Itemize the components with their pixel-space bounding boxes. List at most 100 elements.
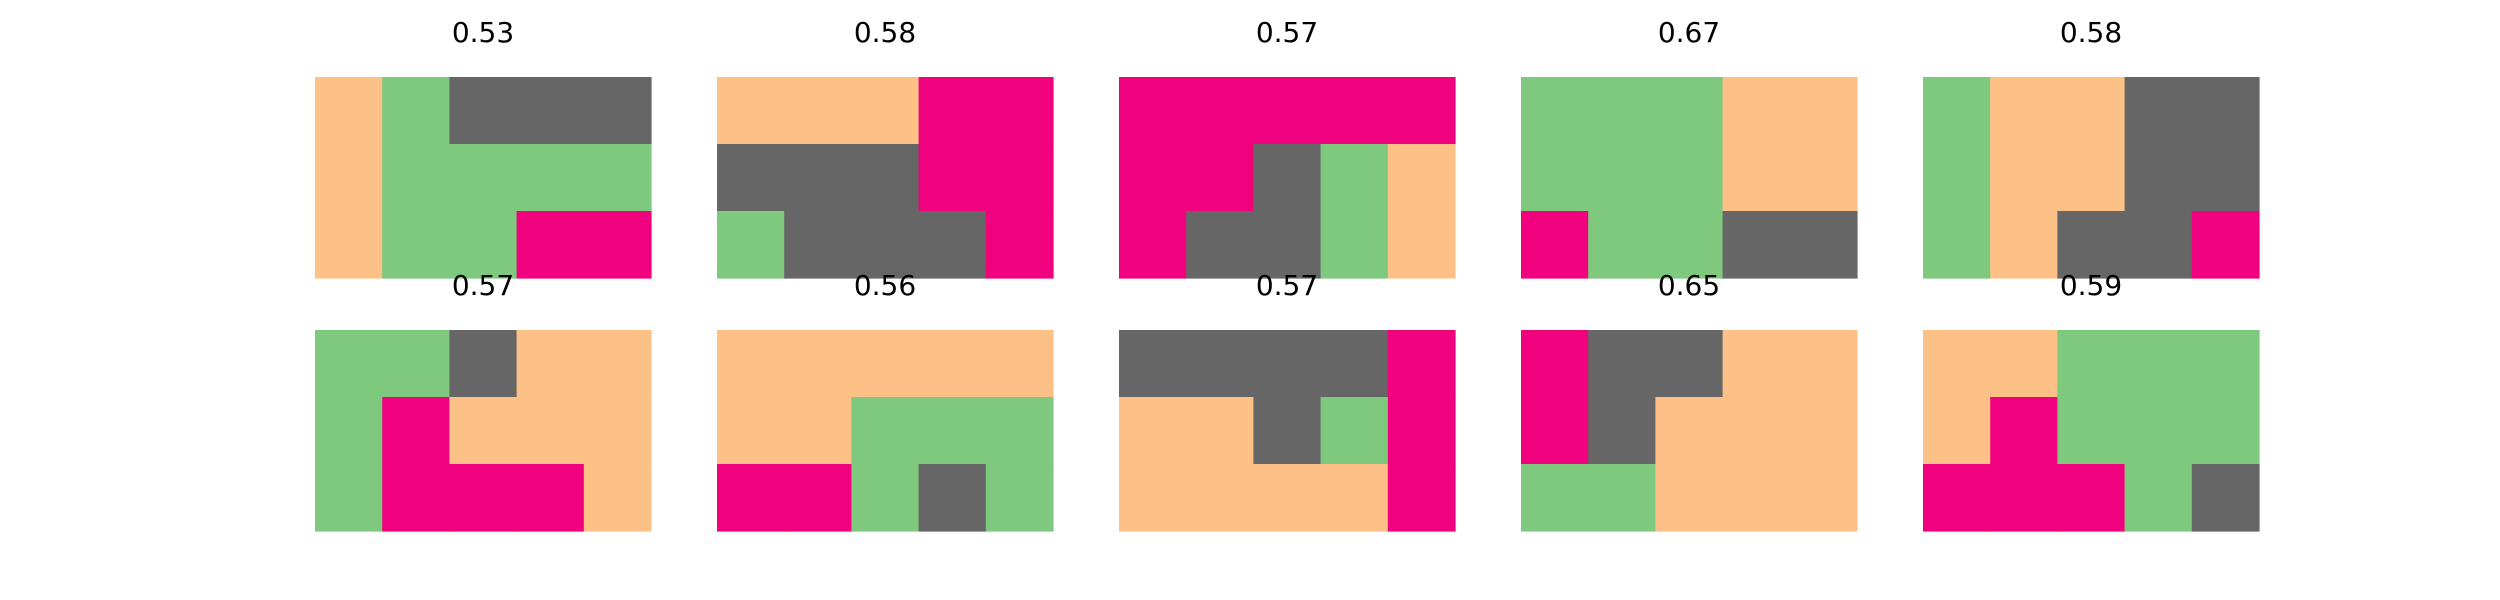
heatmap-cell	[449, 464, 518, 532]
heatmap-cell	[851, 144, 920, 212]
heatmap-cell	[1253, 464, 1322, 532]
heatmap-cell	[2124, 77, 2193, 145]
heatmap-cell	[1253, 211, 1322, 279]
panel-title: 0.58	[854, 16, 916, 49]
heatmap-cell	[1186, 211, 1254, 279]
heatmap-cell	[1521, 77, 1589, 145]
panel-title: 0.58	[2060, 16, 2122, 49]
heatmap-panel: 0.58	[717, 16, 1054, 279]
heatmap-cell	[1923, 397, 1991, 465]
heatmap-cell	[1923, 144, 1991, 212]
heatmap-cell	[918, 397, 987, 465]
heatmap-cell	[717, 211, 785, 279]
heatmap-cell	[784, 211, 852, 279]
heatmap-cell	[516, 211, 585, 279]
heatmap-cell	[1387, 397, 1456, 465]
heatmap-cell	[1923, 77, 1991, 145]
heatmap-cell	[784, 464, 852, 532]
heatmap-panel: 0.65	[1521, 269, 1858, 532]
heatmap-cell	[2191, 464, 2260, 532]
heatmap-cell	[1990, 211, 2058, 279]
heatmap-cell	[1923, 211, 1991, 279]
heatmap-cell	[2191, 330, 2260, 398]
heatmap-cell	[516, 464, 585, 532]
heatmap-cell	[1789, 211, 1858, 279]
heatmap-cell	[1119, 330, 1187, 398]
panel-title: 0.57	[1256, 16, 1318, 49]
heatmap-cell	[2124, 397, 2193, 465]
heatmap-cell	[1320, 330, 1389, 398]
heatmap-cell	[516, 144, 585, 212]
heatmap-cell	[1253, 330, 1322, 398]
heatmap-cell	[851, 211, 920, 279]
heatmap-cell	[1722, 211, 1791, 279]
heatmap-cell	[1588, 211, 1656, 279]
heatmap-cell	[1789, 464, 1858, 532]
heatmap-cell	[315, 144, 383, 212]
heatmap-cell	[784, 397, 852, 465]
heatmap-cell	[516, 77, 585, 145]
heatmap-cell	[583, 397, 652, 465]
heatmap-cell	[1588, 144, 1656, 212]
heatmap-cell	[717, 397, 785, 465]
heatmap-panel: 0.56	[717, 269, 1054, 532]
heatmap-cell	[851, 77, 920, 145]
heatmap-cell	[1320, 77, 1389, 145]
heatmap-cell	[1186, 464, 1254, 532]
heatmap-cell	[1789, 144, 1858, 212]
heatmap-cell	[2057, 397, 2126, 465]
heatmap-cell	[1253, 77, 1322, 145]
heatmap-cell	[1990, 464, 2058, 532]
heatmap-cell	[1119, 144, 1187, 212]
heatmap-cell	[1320, 397, 1389, 465]
heatmap-cell	[2191, 77, 2260, 145]
heatmap-cell	[985, 144, 1054, 212]
heatmap-cell	[1990, 397, 2058, 465]
heatmap-cell	[1722, 464, 1791, 532]
heatmap-cell	[784, 330, 852, 398]
heatmap-cell	[784, 77, 852, 145]
heatmap-cell	[583, 211, 652, 279]
heatmap-cell	[2124, 330, 2193, 398]
heatmap-cell	[918, 77, 987, 145]
heatmap-cell	[315, 464, 383, 532]
heatmap-cell	[1119, 397, 1187, 465]
heatmap-cell	[2124, 211, 2193, 279]
heatmap-cell	[449, 144, 518, 212]
heatmap-cell	[1387, 144, 1456, 212]
heatmap-cell	[2124, 144, 2193, 212]
heatmap-cell	[583, 330, 652, 398]
heatmap-cell	[1588, 397, 1656, 465]
heatmap-panel: 0.57	[1119, 269, 1456, 532]
heatmap-panel: 0.59	[1923, 269, 2260, 532]
heatmap-cell	[1186, 77, 1254, 145]
heatmap-panel: 0.67	[1521, 16, 1858, 279]
heatmap-cell	[1655, 77, 1724, 145]
heatmap-cell	[918, 211, 987, 279]
heatmap-cell	[1588, 464, 1656, 532]
heatmap-cell	[315, 77, 383, 145]
heatmap-cell	[2057, 144, 2126, 212]
heatmap-cell	[315, 397, 383, 465]
heatmap-cell	[985, 397, 1054, 465]
heatmap-cell	[1722, 77, 1791, 145]
panel-title: 0.67	[1658, 16, 1720, 49]
panel-title: 0.57	[1256, 269, 1318, 302]
heatmap-cell	[2124, 464, 2193, 532]
heatmap-cell	[382, 144, 450, 212]
heatmap-cell	[1789, 397, 1858, 465]
heatmap-cell	[315, 330, 383, 398]
heatmap-cell	[315, 211, 383, 279]
heatmap-cell	[449, 397, 518, 465]
heatmap-cell	[2057, 77, 2126, 145]
heatmap-cell	[1588, 77, 1656, 145]
heatmap-cell	[851, 330, 920, 398]
heatmap-cell	[2191, 144, 2260, 212]
heatmap-cell	[1990, 77, 2058, 145]
heatmap-cell	[382, 77, 450, 145]
heatmap-cell	[1320, 464, 1389, 532]
heatmap-panel: 0.57	[1119, 16, 1456, 279]
heatmap-cell	[1722, 144, 1791, 212]
heatmap-cell	[1655, 464, 1724, 532]
heatmap-cell	[1789, 77, 1858, 145]
